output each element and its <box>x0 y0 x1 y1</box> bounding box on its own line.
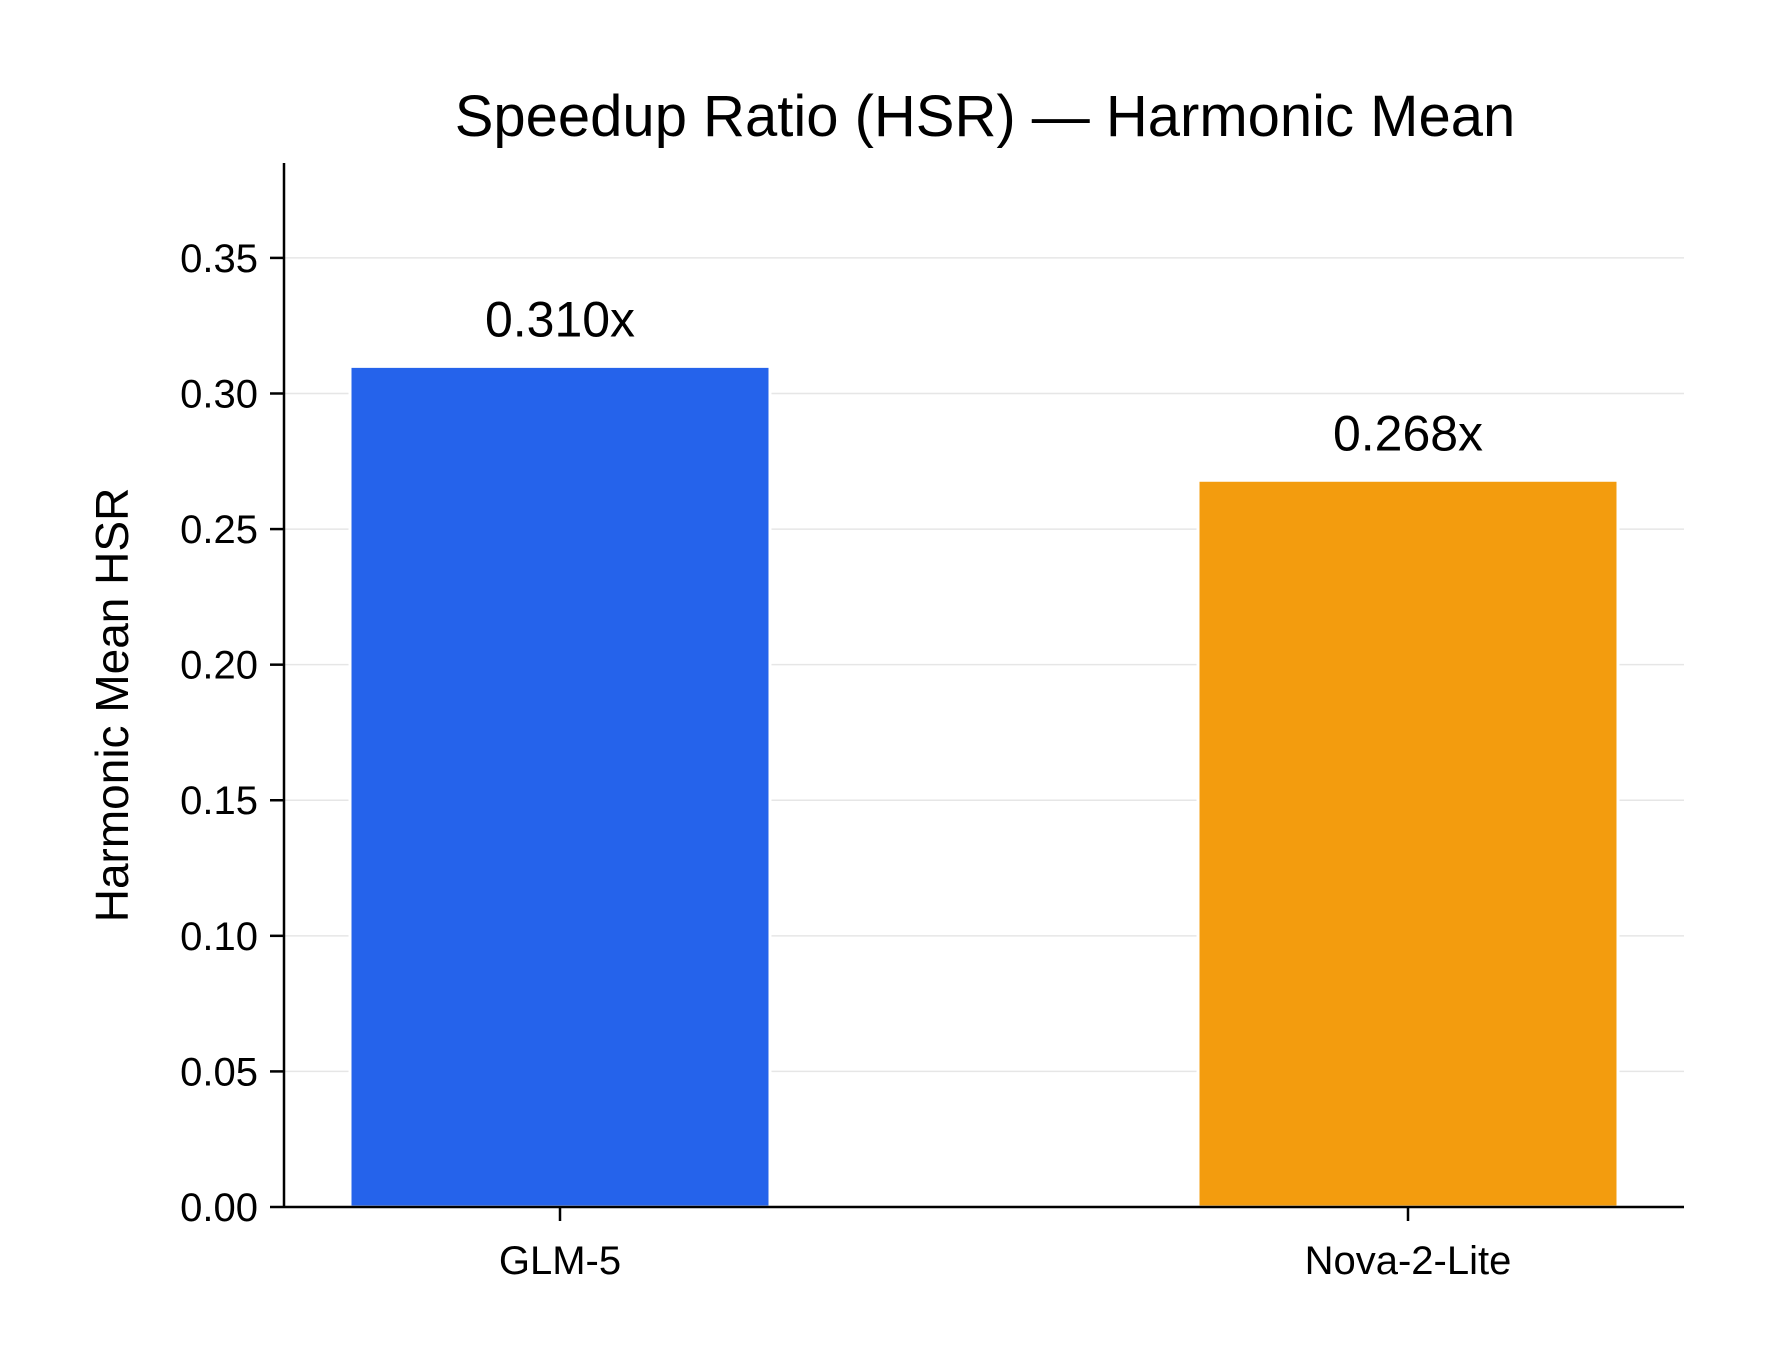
y-tick-label: 0.25 <box>180 508 258 552</box>
bar-nova-2-lite <box>1196 478 1620 1209</box>
x-tick-label: Nova-2-Lite <box>1305 1239 1512 1283</box>
chart-title: Speedup Ratio (HSR) — Harmonic Mean <box>455 84 1516 149</box>
bar-glm-5 <box>348 364 772 1209</box>
bars <box>348 364 1620 1209</box>
y-tick-label: 0.20 <box>180 644 258 688</box>
bar-value-label: 0.310x <box>485 291 635 347</box>
y-tick-label: 0.15 <box>180 779 258 823</box>
y-tick-label: 0.30 <box>180 372 258 416</box>
x-tick-label: GLM-5 <box>499 1239 621 1283</box>
labels: 0.00 0.05 0.10 0.15 0.20 0.25 0.30 0.35 0.310x GL… <box>180 237 1511 1283</box>
y-axis-label: Harmonic Mean HSR <box>86 488 138 923</box>
y-tick-label: 0.05 <box>180 1050 258 1094</box>
axes <box>270 163 1684 1221</box>
bar-value-label: 0.268x <box>1333 405 1483 461</box>
y-tick-label: 0.00 <box>180 1186 258 1230</box>
y-tick-label: 0.10 <box>180 915 258 959</box>
y-tick-label: 0.35 <box>180 237 258 281</box>
